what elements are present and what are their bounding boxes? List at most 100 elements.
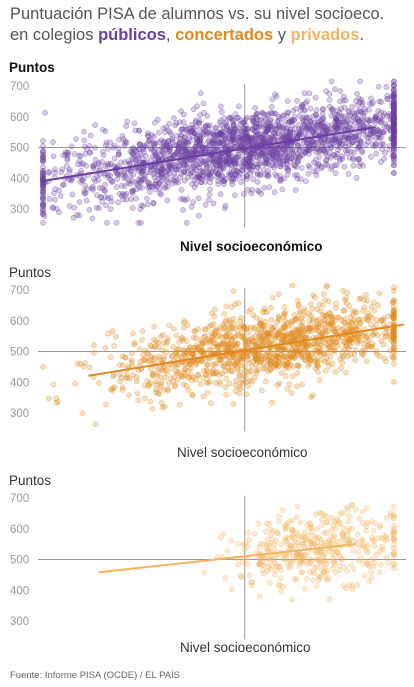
data-point <box>224 548 231 554</box>
data-point <box>372 115 378 122</box>
data-point <box>246 537 252 544</box>
data-point <box>320 553 326 560</box>
legend-concertados: concertados <box>175 26 274 44</box>
y-tick-label: 300 <box>10 204 29 216</box>
data-point <box>285 564 292 571</box>
data-point <box>305 549 311 556</box>
data-point <box>369 534 375 540</box>
data-point <box>371 543 378 549</box>
data-point <box>378 561 384 568</box>
data-point <box>218 109 225 115</box>
y-tick-label: 500 <box>10 555 29 567</box>
data-point <box>267 580 273 586</box>
y-tick-label: 700 <box>10 81 29 93</box>
data-point <box>366 100 373 107</box>
data-point <box>240 541 246 548</box>
data-point <box>301 529 308 536</box>
data-point <box>332 170 339 177</box>
data-point <box>391 560 397 567</box>
data-point <box>241 546 248 553</box>
data-point <box>261 541 267 548</box>
data-point <box>313 583 320 589</box>
data-point <box>140 149 147 156</box>
data-point <box>201 569 208 576</box>
data-point <box>314 525 321 532</box>
data-point <box>391 522 397 529</box>
data-point <box>244 187 251 193</box>
data-point <box>303 575 310 582</box>
data-point <box>345 518 352 525</box>
data-point <box>354 531 361 538</box>
legend-publicos: públicos <box>98 26 166 44</box>
data-point <box>358 555 364 562</box>
data-point <box>71 151 78 157</box>
data-point <box>96 184 103 191</box>
data-point <box>66 168 73 175</box>
data-point <box>363 505 370 511</box>
data-point <box>326 596 333 603</box>
data-point <box>331 552 338 558</box>
data-point <box>288 596 295 603</box>
data-point <box>272 567 279 573</box>
data-point <box>345 528 352 535</box>
data-point <box>99 199 106 205</box>
data-point <box>350 117 357 124</box>
data-point <box>182 177 188 184</box>
data-point <box>346 512 352 519</box>
title-comma: , <box>165 26 176 44</box>
data-point <box>325 575 332 581</box>
data-point <box>291 543 298 550</box>
data-point <box>337 88 344 94</box>
data-point <box>285 109 292 116</box>
y-tick-label: 700 <box>10 493 29 505</box>
data-point <box>366 578 372 585</box>
data-point <box>391 565 397 572</box>
data-point <box>116 136 123 143</box>
data-point <box>266 542 273 549</box>
data-point <box>307 520 313 527</box>
data-point <box>103 202 110 209</box>
chart-title: Puntuación PISA de alumnos vs. su nivel … <box>10 4 410 46</box>
data-point <box>339 536 346 543</box>
data-point <box>321 529 328 536</box>
y-tick-label: 600 <box>10 524 29 536</box>
data-point <box>354 90 360 97</box>
data-point <box>369 556 375 563</box>
data-point <box>100 148 106 155</box>
y-tick-label: 600 <box>10 112 29 124</box>
data-point <box>246 572 253 579</box>
data-point <box>316 574 323 581</box>
data-point <box>324 568 331 575</box>
data-point <box>284 171 291 178</box>
data-point <box>340 524 347 531</box>
data-point <box>319 558 326 565</box>
data-point <box>255 520 262 527</box>
data-point <box>69 191 76 198</box>
data-point <box>301 90 308 97</box>
data-point <box>363 544 370 551</box>
data-point <box>349 586 356 593</box>
data-point <box>123 123 129 129</box>
data-point <box>289 527 295 533</box>
data-point <box>267 566 274 573</box>
data-point <box>282 526 289 533</box>
data-point <box>163 124 170 130</box>
data-point <box>268 103 275 110</box>
data-point <box>234 540 241 547</box>
data-point <box>228 537 235 544</box>
scatter-panel-publicos: 300 400 500 600 700 <box>10 78 406 228</box>
data-point <box>340 531 347 538</box>
data-point <box>306 90 313 97</box>
data-point <box>282 536 288 543</box>
data-point <box>331 519 338 525</box>
data-point <box>319 522 325 529</box>
data-point <box>278 541 285 548</box>
data-point <box>114 176 121 182</box>
data-point <box>348 140 355 147</box>
y-tick-label: 400 <box>10 585 29 597</box>
data-point <box>379 546 386 553</box>
data-point <box>256 593 263 600</box>
data-point <box>319 516 325 523</box>
data-point <box>361 572 368 579</box>
data-point <box>133 195 139 202</box>
